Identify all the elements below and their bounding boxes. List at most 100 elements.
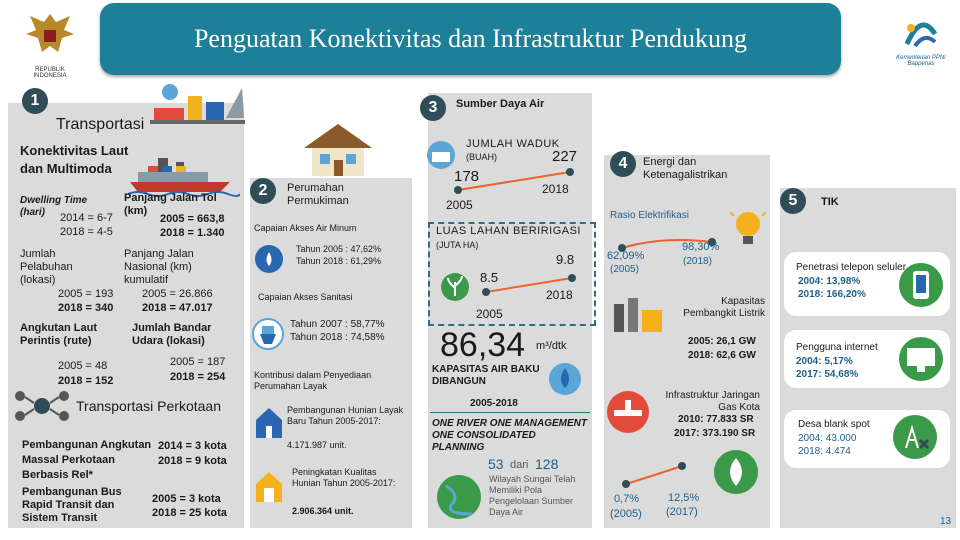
bappenas-icon xyxy=(904,22,938,48)
irigasi-year-2018: 2018 xyxy=(546,288,573,302)
massal-label: Pembangunan Angkutan Massal Perkotaan Be… xyxy=(22,439,152,481)
massal-2018: 2018 = 9 kota xyxy=(158,455,227,467)
internet-label: Pengguna internet xyxy=(796,342,878,353)
dwelling-2014: 2014 = 6-7 xyxy=(60,212,113,224)
minum-label: Capaian Akses Air Minum xyxy=(254,223,357,233)
blankspot-2018: 2018: 4.474 xyxy=(798,446,851,457)
brt-label: Pembangunan Bus Rapid Transit dan Sistem… xyxy=(22,486,122,524)
bulb-icon xyxy=(729,204,767,248)
bauran-2017-value: 12,5% xyxy=(668,492,700,504)
bauran-2017-year: (2017) xyxy=(666,506,698,518)
kapasitas-listrik-2018: 2018: 62,6 GW xyxy=(688,350,756,361)
house-illustration xyxy=(298,120,378,180)
section-2-badge: 2 xyxy=(250,178,276,204)
sanitasi-2018: Tahun 2018 : 74,58% xyxy=(290,332,385,343)
rasio-trend-line xyxy=(618,238,716,252)
river-desc: Wilayah Sungai Telah Memiliki Pola Penge… xyxy=(489,474,576,517)
kapasitas-value: 86,34 xyxy=(440,326,526,364)
irigasi-year-2005: 2005 xyxy=(476,307,503,321)
pelabuhan-label: Jumlah Pelabuhan (lokasi) xyxy=(20,248,73,286)
internet-2004: 2004: 5,17% xyxy=(796,356,853,367)
rasio-2018-year: (2018) xyxy=(683,256,712,267)
jalan-2005: 2005 = 26.866 xyxy=(142,288,213,300)
renewable-icon xyxy=(712,448,760,496)
kapasitas-listrik-2005: 2005: 26,1 GW xyxy=(688,336,756,347)
toilet-icon xyxy=(252,318,284,350)
pelabuhan-2005: 2005 = 193 xyxy=(58,288,114,300)
jalan-2018: 2018 = 47.017 xyxy=(142,302,213,314)
sanitasi-2007: Tahun 2007 : 58,77% xyxy=(290,319,385,330)
rasio-label: Rasio Elektrifikasi xyxy=(610,210,689,221)
waduk-year-2018: 2018 xyxy=(542,182,569,196)
ship-illustration xyxy=(127,152,241,198)
irigasi-end: 9.8 xyxy=(556,252,575,267)
city-network-icon xyxy=(12,386,72,426)
river-of: dari xyxy=(510,459,529,471)
river-map-icon xyxy=(436,474,482,520)
massal-2014: 2014 = 3 kota xyxy=(158,440,227,452)
sda-divider xyxy=(430,412,590,413)
rasio-2018-value: 98,30% xyxy=(682,241,720,253)
tol-2005: 2005 = 663,8 xyxy=(160,213,225,225)
rasio-2005-year: (2005) xyxy=(610,264,639,275)
rasio-2005-value: 62,09% xyxy=(607,250,645,262)
dwelling-2018: 2018 = 4-5 xyxy=(60,226,113,238)
sda-panel xyxy=(428,93,592,528)
irigasi-start: 8.5 xyxy=(480,270,499,285)
dwelling-label: Dwelling Time (hari) xyxy=(20,195,88,218)
bandar-2005: 2005 = 187 xyxy=(170,356,226,368)
dam-icon xyxy=(426,140,456,170)
perintis-2018: 2018 = 152 xyxy=(58,375,114,387)
perintis-label: Angkutan Laut Perintis (rute) xyxy=(20,322,97,347)
power-plant-icon xyxy=(610,290,666,334)
kapasitas-listrik-label: Kapasitas Pembangkit Listrik xyxy=(683,296,765,319)
waduk-unit: (BUAH) xyxy=(466,152,497,162)
telepon-2018: 2018: 166,20% xyxy=(798,289,866,300)
tik-title: TIK xyxy=(821,196,839,208)
waduk-year-2005: 2005 xyxy=(446,198,473,212)
river-total: 128 xyxy=(535,456,559,472)
perintis-2005: 2005 = 48 xyxy=(58,360,108,372)
minum-2018: Tahun 2018 : 61,29% xyxy=(296,256,382,266)
gas-pipe-icon xyxy=(606,390,650,434)
blankspot-label: Desa blank spot xyxy=(798,419,870,430)
hunian-value: 4.171.987 unit. xyxy=(287,440,347,450)
river-text: ONE RIVER ONE MANAGEMENT ONE CONSOLIDATE… xyxy=(432,418,588,453)
irigasi-trend-line xyxy=(482,274,576,296)
bauran-trend-line xyxy=(622,462,686,488)
kapasitas-period: 2005-2018 xyxy=(470,398,518,409)
transport-collage xyxy=(150,78,245,126)
perumahan-title: Perumahan Permukiman xyxy=(287,182,349,207)
laut-title: Konektivitas Laut dan Multimoda xyxy=(20,143,129,176)
water-tap-icon xyxy=(254,244,284,274)
section-1-badge: 1 xyxy=(22,88,48,114)
irigasi-unit: (JUTA HA) xyxy=(436,240,479,250)
irigasi-box xyxy=(428,222,596,326)
page-title: Penguatan Konektivitas dan Infrastruktur… xyxy=(100,3,841,75)
kualitas-value: 2.906.364 unit. xyxy=(292,506,354,516)
computer-icon xyxy=(898,336,944,382)
transportasi-title: Transportasi xyxy=(56,116,145,133)
brt-2005: 2005 = 3 kota xyxy=(152,493,221,505)
sanitasi-label: Capaian Akses Sanitasi xyxy=(258,292,353,302)
garuda-icon xyxy=(26,14,74,52)
right-logo-text: Kementerian PPN/ Bappenas xyxy=(896,55,946,67)
hunian-text: Pembangunan Hunian Layak Baru Tahun 2005… xyxy=(287,405,404,426)
garuda-logo: REPUBLIK INDONESIA xyxy=(22,8,78,79)
river-count: 53 xyxy=(488,456,504,472)
internet-2017: 2017: 54,68% xyxy=(796,369,859,380)
bandar-label: Jumlah Bandar Udara (lokasi) xyxy=(132,322,212,347)
section-4-badge: 4 xyxy=(610,151,636,177)
jalan-label: Panjang Jalan Nasional (km) kumulatif xyxy=(124,248,194,286)
waduk-trend-line xyxy=(454,168,574,194)
kapasitas-label: KAPASITAS AIR BAKU DIBANGUN xyxy=(432,364,540,387)
left-logo-text: REPUBLIK INDONESIA xyxy=(33,67,67,79)
energi-title: Energi dan Ketenagalistrikan xyxy=(643,156,728,181)
tol-2018: 2018 = 1.340 xyxy=(160,227,225,239)
minum-2005: Tahun 2005 : 47,62% xyxy=(296,244,382,254)
telepon-label: Penetrasi telepon seluler xyxy=(796,262,907,273)
blankspot-2004: 2004: 43.000 xyxy=(798,433,857,444)
bappenas-logo: Kementerian PPN/ Bappenas xyxy=(888,18,954,68)
bandar-2018: 2018 = 254 xyxy=(170,371,226,383)
bauran-2005-year: (2005) xyxy=(610,508,642,520)
